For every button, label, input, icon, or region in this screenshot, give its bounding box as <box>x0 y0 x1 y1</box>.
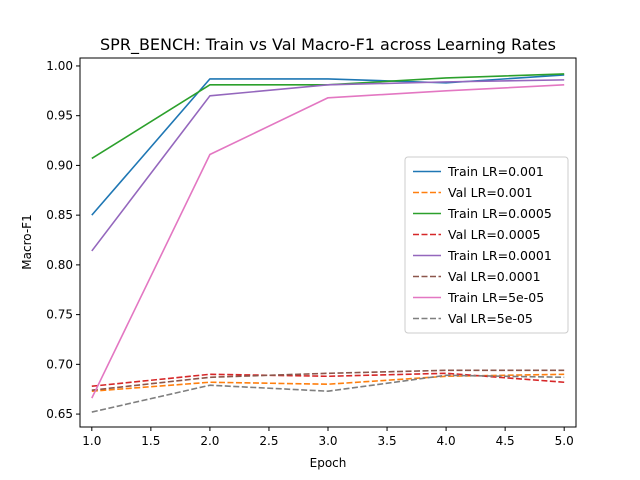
series-line-7 <box>91 84 565 399</box>
x-tick-label: 5.0 <box>555 434 574 448</box>
y-tick-label: 0.75 <box>46 308 73 322</box>
series-line-8 <box>91 374 565 413</box>
y-axis-label: Macro-F1 <box>20 214 34 269</box>
y-tick-label: 0.85 <box>46 208 73 222</box>
x-axis-label: Epoch <box>310 456 347 470</box>
series-line-4 <box>91 372 565 388</box>
legend-label: Val LR=0.001 <box>448 185 533 200</box>
legend: Train LR=0.001 Val LR=0.001 Train LR=0.000… <box>404 156 569 334</box>
legend-label: Val LR=0.0001 <box>448 269 541 284</box>
x-axis: 1.0 1.5 2.0 2.5 3.0 3.5 4.0 4.5 5.0 <box>82 427 574 448</box>
x-tick-label: 3.0 <box>318 434 337 448</box>
y-tick-label: 0.70 <box>46 357 73 371</box>
x-tick-label: 1.5 <box>141 434 160 448</box>
x-tick-label: 3.5 <box>378 434 397 448</box>
y-tick-label: 0.90 <box>46 158 73 172</box>
legend-label: Train LR=0.0001 <box>447 248 552 263</box>
series-line-6 <box>91 369 565 391</box>
legend-box <box>404 156 569 334</box>
y-tick-label: 0.95 <box>46 109 73 123</box>
chart-title: SPR_BENCH: Train vs Val Macro-F1 across … <box>100 35 556 55</box>
series-line-3 <box>91 73 565 160</box>
x-tick-label: 4.5 <box>496 434 515 448</box>
legend-label: Train LR=0.001 <box>447 164 544 179</box>
plot-frame <box>79 57 577 428</box>
x-tick-label: 2.0 <box>200 434 219 448</box>
y-tick-label: 0.65 <box>46 407 73 421</box>
plot-area <box>91 73 565 413</box>
x-tick-label: 1.0 <box>82 434 101 448</box>
legend-label: Train LR=0.0005 <box>447 206 552 221</box>
series-line-5 <box>91 79 565 252</box>
series-line-1 <box>91 74 565 216</box>
y-axis: 0.65 0.70 0.75 0.80 0.85 0.90 0.95 1.00 <box>46 59 80 421</box>
legend-label: Val LR=0.0005 <box>448 227 541 242</box>
x-tick-label: 4.0 <box>437 434 456 448</box>
y-tick-label: 0.80 <box>46 258 73 272</box>
legend-label: Train LR=5e-05 <box>447 290 544 305</box>
y-tick-label: 1.00 <box>46 59 73 73</box>
legend-label: Val LR=5e-05 <box>448 311 533 326</box>
x-tick-label: 2.5 <box>259 434 278 448</box>
